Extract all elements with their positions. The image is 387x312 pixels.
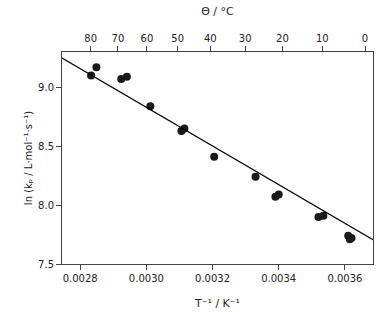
svg-text:10: 10 [316, 33, 329, 44]
svg-text:50: 50 [171, 33, 184, 44]
svg-text:30: 30 [239, 33, 252, 44]
svg-text:ln (kₚ / L·mol⁻¹·s⁻¹): ln (kₚ / L·mol⁻¹·s⁻¹) [23, 111, 34, 205]
svg-text:0.0034: 0.0034 [261, 273, 296, 284]
svg-text:0: 0 [362, 33, 368, 44]
svg-text:8.0: 8.0 [38, 200, 54, 211]
svg-text:60: 60 [141, 33, 154, 44]
svg-text:T⁻¹ / K⁻¹: T⁻¹ / K⁻¹ [194, 297, 240, 310]
svg-text:70: 70 [112, 33, 125, 44]
svg-text:Θ / °C: Θ / °C [201, 5, 234, 18]
svg-text:0.0028: 0.0028 [63, 273, 98, 284]
svg-text:40: 40 [204, 33, 217, 44]
svg-text:0.0032: 0.0032 [195, 273, 230, 284]
svg-text:7.5: 7.5 [38, 259, 54, 270]
svg-text:0.0036: 0.0036 [327, 273, 362, 284]
svg-text:9.0: 9.0 [38, 82, 54, 93]
svg-text:20: 20 [276, 33, 289, 44]
svg-text:8.5: 8.5 [38, 141, 54, 152]
svg-text:0.0030: 0.0030 [129, 273, 164, 284]
svg-text:80: 80 [84, 33, 97, 44]
